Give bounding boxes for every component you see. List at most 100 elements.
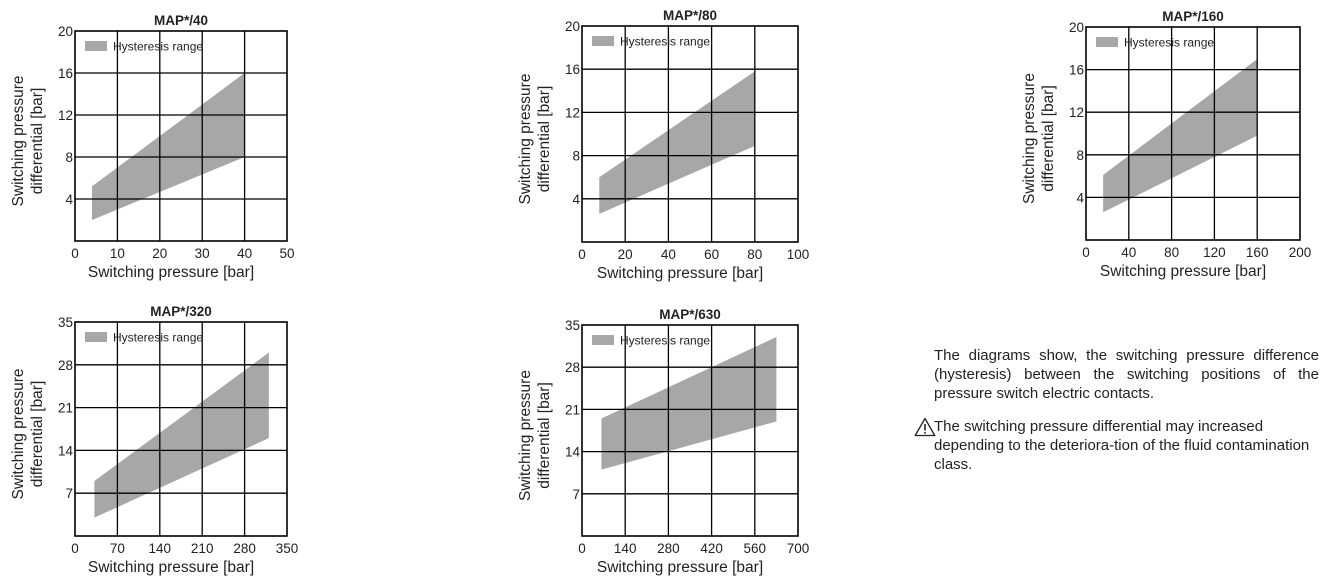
y-tick-label: 8 xyxy=(65,150,73,165)
hysteresis-band xyxy=(601,337,777,470)
x-tick-label: 30 xyxy=(195,246,210,261)
x-tick-label: 40 xyxy=(237,246,252,261)
y-axis-label: Switching pressure xyxy=(10,76,27,207)
x-tick-label: 280 xyxy=(657,541,680,556)
x-axis-label: Switching pressure [bar] xyxy=(597,559,763,576)
x-tick-label: 120 xyxy=(1203,245,1226,260)
x-tick-label: 20 xyxy=(152,246,167,261)
plot-frame xyxy=(581,324,799,537)
y-tick-label: 16 xyxy=(565,62,580,77)
chart-5: Hysteresis range MAP*/630 0 140 280 420 560 700… xyxy=(517,307,809,576)
hysteresis-band xyxy=(599,71,755,214)
x-axis-label: Switching pressure [bar] xyxy=(88,559,254,576)
x-tick-label: 0 xyxy=(71,541,79,556)
x-tick-label: 0 xyxy=(71,246,79,261)
y-tick-label: 21 xyxy=(58,401,73,416)
chart-title: MAP*/80 xyxy=(663,8,717,23)
legend-label: Hysteresis range xyxy=(620,334,710,348)
y-tick-label: 16 xyxy=(1069,63,1084,78)
plot-frame xyxy=(74,321,288,537)
y-axis-label: Switching pressure xyxy=(1021,73,1038,204)
hysteresis-band xyxy=(94,352,269,518)
x-tick-label: 0 xyxy=(1082,245,1090,260)
y-axis-label: differential [bar] xyxy=(536,382,553,489)
x-tick-label: 700 xyxy=(787,541,810,556)
legend-swatch xyxy=(85,41,107,51)
x-axis-label: Switching pressure [bar] xyxy=(597,265,763,282)
x-axis-label: Switching pressure [bar] xyxy=(1100,263,1266,280)
y-tick-label: 7 xyxy=(65,486,73,501)
y-tick-label: 21 xyxy=(565,402,580,417)
hysteresis-band xyxy=(1103,58,1258,213)
warning-text: The switching pressure differential may … xyxy=(934,418,1310,473)
x-axis-label: Switching pressure [bar] xyxy=(88,264,254,281)
description-text: The diagrams show, the switching pressur… xyxy=(934,347,1319,402)
y-tick-label: 12 xyxy=(58,108,73,123)
chart-title: MAP*/630 xyxy=(659,307,721,322)
y-tick-label: 4 xyxy=(1076,190,1084,205)
x-tick-label: 560 xyxy=(744,541,767,556)
y-tick-label: 4 xyxy=(65,192,73,207)
x-tick-label: 40 xyxy=(661,247,676,262)
warning-triangle-icon xyxy=(914,417,936,437)
x-tick-label: 140 xyxy=(149,541,172,556)
y-tick-label: 28 xyxy=(58,358,73,373)
chart-2: Hysteresis range MAP*/80 0 20 40 60 80 100 4 8 12 1… xyxy=(517,8,809,282)
x-tick-label: 80 xyxy=(747,247,762,262)
plot-frame xyxy=(1085,26,1301,241)
y-axis-label: Switching pressure xyxy=(517,370,534,501)
y-tick-label: 8 xyxy=(1076,148,1084,163)
y-tick-label: 35 xyxy=(58,315,73,330)
x-tick-label: 10 xyxy=(110,246,125,261)
x-tick-label: 20 xyxy=(618,247,633,262)
hysteresis-band xyxy=(91,73,245,220)
y-axis-label: differential [bar] xyxy=(1040,85,1057,192)
chart-title: MAP*/40 xyxy=(154,13,208,28)
chart-4: Hysteresis range MAP*/320 0 70 140 210 280 350 7… xyxy=(10,304,298,576)
x-tick-label: 60 xyxy=(704,247,719,262)
chart-title: MAP*/160 xyxy=(1162,9,1224,24)
x-tick-label: 210 xyxy=(191,541,214,556)
x-tick-label: 160 xyxy=(1246,245,1269,260)
y-tick-label: 8 xyxy=(572,149,580,164)
legend-swatch xyxy=(1096,37,1118,47)
plot-frame xyxy=(581,25,799,243)
y-tick-label: 12 xyxy=(1069,105,1084,120)
y-tick-label: 20 xyxy=(1069,20,1084,35)
x-tick-label: 0 xyxy=(578,247,586,262)
notes-panel: The diagrams show, the switching pressur… xyxy=(914,346,1319,474)
x-tick-label: 200 xyxy=(1289,245,1312,260)
y-tick-label: 14 xyxy=(58,443,74,458)
y-axis-label: differential [bar] xyxy=(29,381,46,488)
legend-swatch xyxy=(592,335,614,345)
y-tick-label: 20 xyxy=(565,19,580,34)
y-tick-label: 12 xyxy=(565,105,580,120)
y-tick-label: 28 xyxy=(565,360,580,375)
y-tick-label: 35 xyxy=(565,318,580,333)
chart-3: Hysteresis range MAP*/160 0 40 80 120 160 200 4 8… xyxy=(1021,9,1311,280)
plot-frame xyxy=(74,30,288,242)
y-tick-label: 14 xyxy=(565,445,581,460)
y-axis-label: differential [bar] xyxy=(29,88,46,195)
x-tick-label: 280 xyxy=(233,541,256,556)
x-tick-label: 0 xyxy=(578,541,586,556)
warning-note: The switching pressure differential may … xyxy=(914,417,1319,474)
x-tick-label: 40 xyxy=(1121,245,1136,260)
legend-label: Hysteresis range xyxy=(113,40,203,54)
y-tick-label: 16 xyxy=(58,66,73,81)
y-axis-label: differential [bar] xyxy=(536,86,553,193)
chart-1: Hysteresis range MAP*/40 0 10 20 30 40 50 4 8 12 16… xyxy=(10,13,295,281)
x-tick-label: 100 xyxy=(787,247,810,262)
legend-label: Hysteresis range xyxy=(113,331,203,345)
legend-swatch xyxy=(85,332,107,342)
x-tick-label: 80 xyxy=(1164,245,1179,260)
legend-label: Hysteresis range xyxy=(620,35,710,49)
chart-title: MAP*/320 xyxy=(150,304,212,319)
x-tick-label: 350 xyxy=(276,541,299,556)
y-tick-label: 7 xyxy=(572,487,580,502)
y-axis-label: Switching pressure xyxy=(10,369,27,500)
x-tick-label: 50 xyxy=(279,246,294,261)
x-tick-label: 420 xyxy=(700,541,723,556)
x-tick-label: 70 xyxy=(110,541,125,556)
